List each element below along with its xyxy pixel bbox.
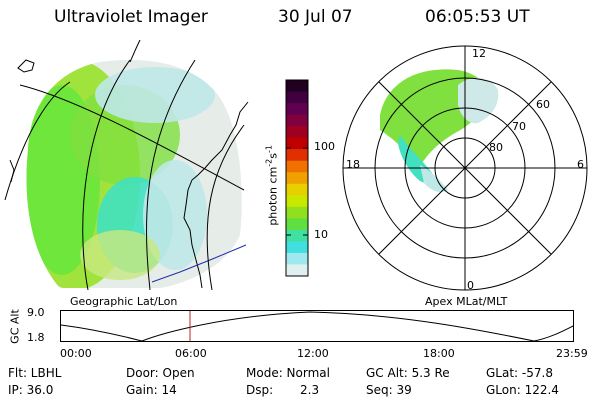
mlt-label-18: 18 xyxy=(346,158,360,171)
mlt-label-6: 6 xyxy=(577,158,584,171)
timeline-tick-1800: 18:00 xyxy=(423,347,455,360)
info-gc-alt: GC Alt: 5.3 Re xyxy=(366,366,450,380)
info-seq: Seq: 39 xyxy=(366,383,412,397)
info-dsp-label: Dsp: xyxy=(246,383,274,397)
colorbar-band xyxy=(286,252,308,265)
mlat-label-70: 70 xyxy=(512,120,526,133)
colorbar-band xyxy=(286,160,308,173)
colorbar-band xyxy=(286,264,308,277)
info-mode: Mode: Normal xyxy=(246,366,330,380)
colorbar-band xyxy=(286,206,308,219)
colorbar-band xyxy=(286,80,308,93)
altitude-ytick-1-8: 1.8 xyxy=(27,331,45,344)
info-door: Door: Open xyxy=(126,366,195,380)
apex-panel-label: Apex MLat/MLT xyxy=(425,295,508,308)
colorbar-band xyxy=(286,172,308,185)
info-glon: GLon: 122.4 xyxy=(486,383,559,397)
geo-emission-map xyxy=(26,59,242,289)
mlt-label-0: 0 xyxy=(467,279,474,292)
info-glat: GLat: -57.8 xyxy=(486,366,553,380)
colorbar-band xyxy=(286,137,308,150)
mlt-label-12: 12 xyxy=(472,47,486,60)
colorbar-band xyxy=(286,149,308,162)
geographic-panel-label: Geographic Lat/Lon xyxy=(70,295,178,308)
info-ip: IP: 36.0 xyxy=(8,383,54,397)
colorbar-band xyxy=(286,241,308,254)
colorbar-band xyxy=(286,126,308,139)
observation-date: 30 Jul 07 xyxy=(278,7,353,27)
apex-polar-panel xyxy=(342,45,588,291)
observation-time: 06:05:53 UT xyxy=(425,7,530,27)
altitude-timeline-plot xyxy=(60,310,574,342)
info-dsp-value: 2.3 xyxy=(300,383,320,397)
colorbar-gradient xyxy=(286,80,308,277)
altitude-ylabel: GC Alt xyxy=(8,309,22,344)
colorbar-unit-label: photon cm-2s-1 xyxy=(264,145,280,226)
timeline-tick-0600: 06:00 xyxy=(175,347,207,360)
instrument-title: Ultraviolet Imager xyxy=(54,7,208,27)
colorbar-band xyxy=(286,218,308,231)
colorbar-band xyxy=(286,195,308,208)
colorbar-band xyxy=(286,229,308,242)
colorbar-band xyxy=(286,114,308,127)
timeline-tick-1200: 12:00 xyxy=(297,347,329,360)
mlat-label-80: 80 xyxy=(489,141,503,154)
colorbar-band xyxy=(286,91,308,104)
timeline-tick-2359: 23:59 xyxy=(556,347,588,360)
info-gain: Gain: 14 xyxy=(126,383,177,397)
colorbar-band xyxy=(286,103,308,116)
timeline-tick-0000: 00:00 xyxy=(60,347,92,360)
info-flt: Flt: LBHL xyxy=(8,366,62,380)
colorbar-tick-10: 10 xyxy=(314,228,328,241)
altitude-ytick-9: 9.0 xyxy=(27,306,45,319)
mlat-label-60: 60 xyxy=(536,98,550,111)
colorbar-tick-100: 100 xyxy=(314,140,335,153)
geographic-image-panel xyxy=(4,40,249,290)
apex-emission-map xyxy=(380,69,499,193)
colorbar-band xyxy=(286,183,308,196)
intensity-colorbar xyxy=(285,79,309,277)
